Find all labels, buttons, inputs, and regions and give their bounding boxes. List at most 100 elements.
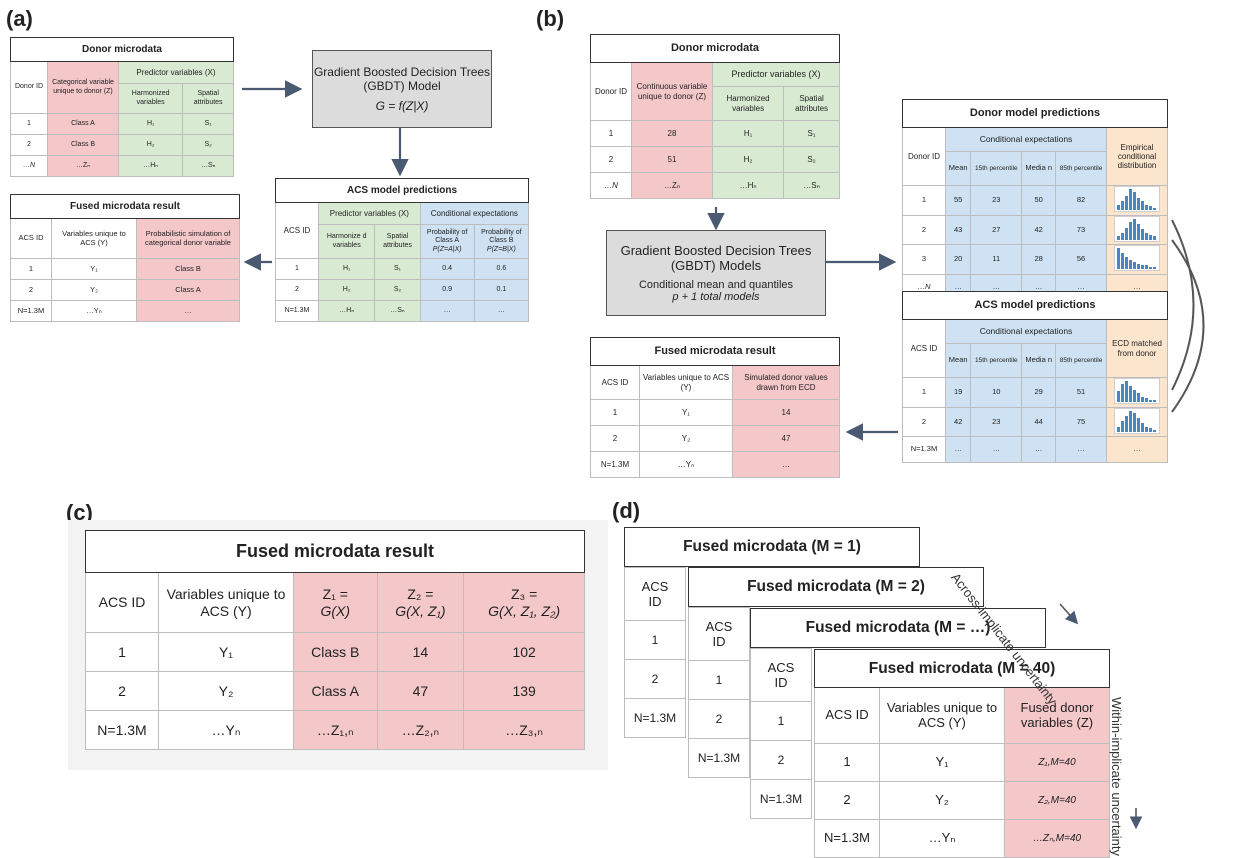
a-acs-cell: … — [473, 300, 530, 322]
a-donor-cell: …Hₙ — [117, 155, 184, 177]
b-acspred-ecd-header: ECD matched from donor — [1106, 319, 1168, 378]
b-gbdt-line3: Conditional mean and quantiles — [638, 279, 794, 291]
b-donor-cell: H₂ — [711, 146, 785, 173]
b-donor-cell: 28 — [631, 120, 713, 147]
b-acspred-title: ACS model predictions — [902, 291, 1168, 320]
ecd-histogram-bar — [1149, 427, 1152, 432]
a-acs-cell: S₂ — [374, 279, 421, 301]
d-within-label: Within-implicate uncertainty — [1109, 697, 1124, 856]
ecd-histogram-bar — [1141, 228, 1144, 240]
b-fused-cell: 14 — [732, 399, 840, 426]
bracket-inner — [1171, 219, 1195, 391]
b-donor-cell: …Zₙ — [631, 172, 713, 199]
b-acspred-cell: … — [944, 436, 972, 464]
d-card-id-header: ACS ID — [625, 568, 685, 621]
b-gbdt-box: Gradient Boosted Decision Trees (GBDT) M… — [606, 230, 826, 316]
c-id-header: ACS ID — [85, 572, 159, 633]
b-donorpred-cell: 11 — [970, 244, 1023, 275]
b-donor-cell: H₁ — [711, 120, 785, 147]
ecd-histogram-bar — [1153, 400, 1156, 402]
d-card-row: N=1.3M — [697, 751, 741, 765]
a-acs-cell: 0.9 — [419, 279, 475, 301]
d-front-cell: Y₂ — [879, 781, 1005, 820]
a-donor-cell: …Sₙ — [182, 155, 234, 177]
c-z2-b: G(X, Z₁) — [395, 602, 446, 619]
ecd-histogram-bar — [1117, 426, 1120, 432]
ecd-histogram-bar — [1153, 208, 1156, 210]
ecd-histogram-bar — [1125, 381, 1128, 402]
b-acspred-cell: 19 — [944, 377, 972, 408]
b-donorpred-cell: 82 — [1055, 185, 1107, 216]
d-card-row: 1 — [625, 621, 685, 660]
c-cell: Class B — [293, 632, 378, 672]
panel-label-d: (d) — [612, 498, 641, 523]
ecd-histogram-bar — [1149, 234, 1152, 240]
b-donor-cell: …N — [590, 172, 632, 199]
a-donor-harm-header: Harmonized variables — [117, 83, 184, 114]
b-acspred-row: N=1.3M…………… — [902, 436, 1168, 464]
b-acspred-cell: 75 — [1055, 406, 1107, 438]
b-donorpred-cell: 23 — [970, 185, 1023, 216]
d-front-title: Fused microdata (M = 40) — [814, 649, 1110, 688]
ecd-histogram-bar — [1129, 189, 1132, 210]
b-donorpred-ecd-cell — [1106, 214, 1168, 246]
d-card-column: ACS ID 1 2 N=1.3M — [688, 607, 750, 778]
a-acs-cell: H₂ — [317, 279, 376, 301]
ecd-histogram-bar — [1133, 412, 1136, 432]
b-donor-cell: 1 — [590, 120, 632, 147]
c-cell: …Z₃,ₙ — [463, 710, 585, 750]
a-acs-cell: N=1.3M — [275, 300, 319, 322]
ecd-histogram-bar — [1129, 410, 1132, 432]
a-acs-cell: 0.1 — [473, 279, 530, 301]
b-acspred-cell: 51 — [1055, 377, 1107, 408]
b-donorpred-ecd-histogram — [1114, 215, 1160, 242]
a-acs-pa-text: Probability of Class A — [426, 229, 468, 245]
ecd-histogram-bar — [1141, 422, 1144, 432]
b-donorpred-table: Donor model predictions Donor ID Conditi… — [902, 99, 1168, 301]
b-donor-cell: 2 — [590, 146, 632, 173]
ecd-histogram-bar — [1145, 265, 1148, 270]
a-donor-cell: S₁ — [182, 113, 234, 135]
ecd-histogram-bar — [1141, 397, 1144, 402]
ecd-histogram-bar — [1121, 253, 1124, 270]
a-fused-table: Fused microdata result ACS ID Variables … — [10, 194, 240, 322]
a-donor-cell: 2 — [10, 134, 48, 156]
b-donor-cell: 51 — [631, 146, 713, 173]
d-front-id-header: ACS ID — [814, 687, 880, 744]
b-acspred-cell: 2 — [902, 406, 946, 438]
b-donorpred-cell: 27 — [970, 214, 1023, 246]
b-fused-cell: … — [732, 451, 840, 478]
b-donor-id-header: Donor ID — [590, 62, 632, 121]
d-front-cell: Y₁ — [879, 743, 1005, 782]
ecd-histogram-bar — [1125, 227, 1128, 240]
b-donorpred-title: Donor model predictions — [902, 99, 1168, 128]
b-acspred-cell: … — [1055, 436, 1107, 464]
a-fused-cell: 1 — [10, 258, 52, 280]
a-acs-cell: 1 — [275, 258, 319, 280]
ecd-histogram-bar — [1133, 192, 1136, 210]
b-acspred-cell: 10 — [970, 377, 1023, 408]
b-acspred-ecd-cell — [1106, 377, 1168, 408]
a-donor-cell: …N — [10, 155, 48, 177]
b-donorpred-cell: 50 — [1021, 185, 1057, 216]
a-acs-cell: … — [419, 300, 475, 322]
a-acs-x-header: Predictor variables (X) — [318, 202, 421, 225]
ecd-histogram-bar — [1117, 248, 1120, 270]
ecd-histogram-bar — [1153, 429, 1156, 432]
a-acs-cell: …Sₙ — [374, 300, 421, 322]
b-donorpred-cell: 56 — [1055, 244, 1107, 275]
b-fused-table: Fused microdata result ACS ID Variables … — [590, 337, 840, 478]
b-fused-y-header: Variables unique to ACS (Y) — [639, 365, 733, 400]
a-fused-cell: … — [136, 300, 240, 322]
d-front-cell: Z₁,M=40 — [1004, 743, 1110, 782]
d-card-row: 2 — [689, 700, 749, 739]
c-cell: 2 — [85, 671, 159, 711]
a-donor-id-header: Donor ID — [10, 61, 48, 114]
a-fused-cell: Y₁ — [51, 258, 137, 280]
a-donor-x-header: Predictor variables (X) — [118, 61, 234, 84]
d-card-id-header: ACS ID — [689, 608, 749, 661]
b-donorpred-ecd-cell — [1106, 185, 1168, 216]
ecd-histogram-bar — [1149, 206, 1152, 210]
c-cell: …Z₂,ₙ — [376, 710, 465, 750]
